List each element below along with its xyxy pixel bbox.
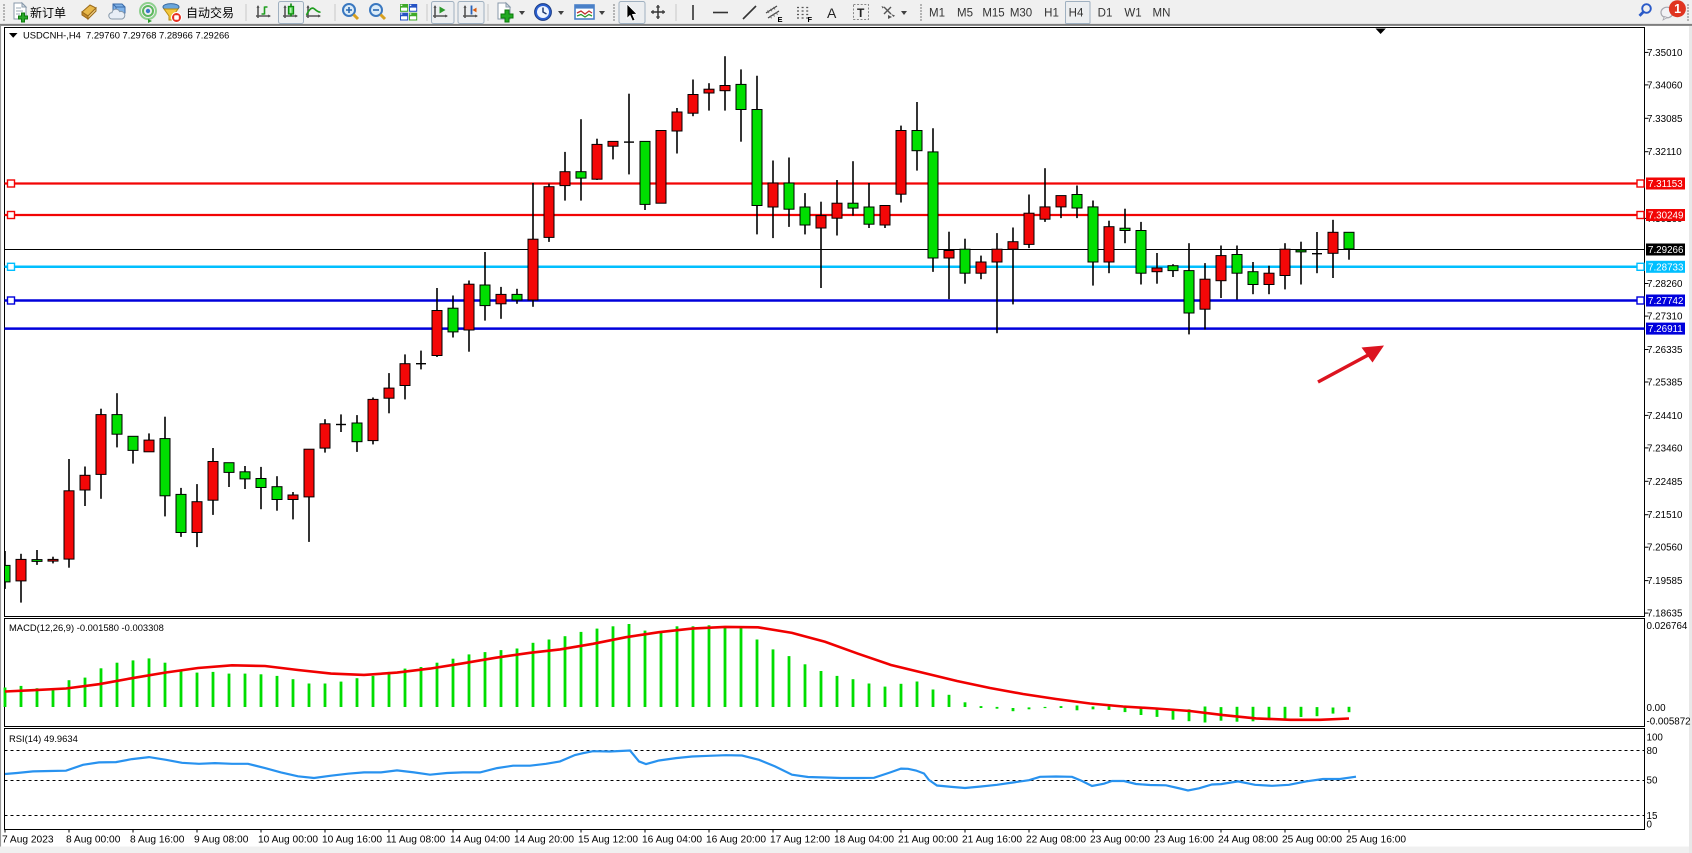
svg-text:7.21510: 7.21510 — [1647, 510, 1683, 521]
svg-text:M30: M30 — [1010, 8, 1032, 20]
svg-text:7.19585: 7.19585 — [1647, 576, 1683, 587]
svg-text:T: T — [857, 6, 865, 20]
svg-text:8 Aug 16:00: 8 Aug 16:00 — [130, 835, 185, 846]
svg-text:W1: W1 — [1124, 8, 1141, 20]
svg-text:新订单: 新订单 — [30, 5, 66, 20]
svg-text:自动交易: 自动交易 — [186, 5, 234, 20]
svg-text:7 Aug 2023: 7 Aug 2023 — [2, 835, 54, 846]
svg-text:H4: H4 — [1069, 8, 1084, 20]
svg-text:23 Aug 16:00: 23 Aug 16:00 — [1154, 835, 1214, 846]
svg-text:15 Aug 12:00: 15 Aug 12:00 — [578, 835, 638, 846]
svg-text:11 Aug 08:00: 11 Aug 08:00 — [386, 835, 446, 846]
svg-text:25 Aug 16:00: 25 Aug 16:00 — [1346, 835, 1406, 846]
svg-text:10 Aug 00:00: 10 Aug 00:00 — [258, 835, 318, 846]
svg-text:M1: M1 — [929, 8, 945, 20]
svg-text:15: 15 — [1647, 811, 1658, 822]
svg-text:50: 50 — [1647, 775, 1658, 786]
svg-text:7.33085: 7.33085 — [1647, 114, 1683, 125]
svg-text:D1: D1 — [1098, 8, 1113, 20]
svg-text:21 Aug 00:00: 21 Aug 00:00 — [898, 835, 958, 846]
svg-text:7.25385: 7.25385 — [1647, 378, 1683, 389]
svg-text:7.28733: 7.28733 — [1648, 262, 1684, 273]
svg-text:7.27310: 7.27310 — [1647, 312, 1683, 323]
svg-text:22 Aug 08:00: 22 Aug 08:00 — [1026, 835, 1086, 846]
svg-text:7.26911: 7.26911 — [1648, 324, 1683, 335]
svg-text:M5: M5 — [957, 8, 973, 20]
svg-text:F: F — [808, 15, 813, 24]
svg-text:10 Aug 16:00: 10 Aug 16:00 — [322, 835, 382, 846]
svg-text:H1: H1 — [1044, 8, 1059, 20]
svg-text:8 Aug 00:00: 8 Aug 00:00 — [66, 835, 121, 846]
svg-text:23 Aug 00:00: 23 Aug 00:00 — [1090, 835, 1150, 846]
svg-text:A: A — [827, 5, 837, 21]
svg-text:RSI(14) 49.9634: RSI(14) 49.9634 — [9, 733, 78, 744]
svg-text:7.20560: 7.20560 — [1647, 543, 1683, 554]
svg-text:7.28260: 7.28260 — [1647, 279, 1683, 290]
svg-text:25 Aug 00:00: 25 Aug 00:00 — [1282, 835, 1342, 846]
svg-text:7.24410: 7.24410 — [1647, 411, 1683, 422]
svg-text:100: 100 — [1647, 733, 1664, 744]
svg-text:0.00: 0.00 — [1647, 703, 1667, 714]
svg-text:MACD(12,26,9) -0.001580 -0.003: MACD(12,26,9) -0.001580 -0.003308 — [9, 622, 164, 633]
svg-text:7.22485: 7.22485 — [1647, 477, 1683, 488]
svg-text:E: E — [778, 15, 783, 24]
svg-text:7.23460: 7.23460 — [1647, 443, 1683, 454]
svg-text:7.29266: 7.29266 — [1648, 245, 1684, 256]
svg-text:USDCNH-,H4 7.29760 7.29768 7.: USDCNH-,H4 7.29760 7.29768 7.28966 7.292… — [23, 30, 229, 41]
svg-text:14 Aug 04:00: 14 Aug 04:00 — [450, 835, 510, 846]
svg-text:1: 1 — [1674, 2, 1681, 16]
svg-text:7.35010: 7.35010 — [1647, 48, 1683, 59]
svg-text:7.32110: 7.32110 — [1647, 147, 1682, 158]
svg-text:24 Aug 08:00: 24 Aug 08:00 — [1218, 835, 1278, 846]
svg-text:7.34060: 7.34060 — [1647, 80, 1683, 91]
svg-text:0: 0 — [1647, 819, 1653, 830]
svg-text:MN: MN — [1153, 8, 1171, 20]
svg-text:7.30249: 7.30249 — [1648, 211, 1683, 222]
svg-text:M15: M15 — [982, 8, 1004, 20]
svg-text:80: 80 — [1647, 746, 1658, 757]
svg-text:17 Aug 12:00: 17 Aug 12:00 — [770, 835, 830, 846]
svg-text:16 Aug 04:00: 16 Aug 04:00 — [642, 835, 702, 846]
svg-text:7.26335: 7.26335 — [1647, 345, 1683, 356]
svg-text:18 Aug 04:00: 18 Aug 04:00 — [834, 835, 894, 846]
svg-text:7.27742: 7.27742 — [1648, 296, 1683, 307]
svg-text:0.026764: 0.026764 — [1647, 621, 1688, 632]
svg-text:14 Aug 20:00: 14 Aug 20:00 — [514, 835, 574, 846]
svg-text:21 Aug 16:00: 21 Aug 16:00 — [962, 835, 1022, 846]
svg-text:9 Aug 08:00: 9 Aug 08:00 — [194, 835, 249, 846]
svg-text:7.31153: 7.31153 — [1648, 179, 1683, 190]
svg-text:7.18635: 7.18635 — [1647, 609, 1683, 620]
svg-text:16 Aug 20:00: 16 Aug 20:00 — [706, 835, 766, 846]
svg-text:-0.005872: -0.005872 — [1647, 717, 1691, 728]
